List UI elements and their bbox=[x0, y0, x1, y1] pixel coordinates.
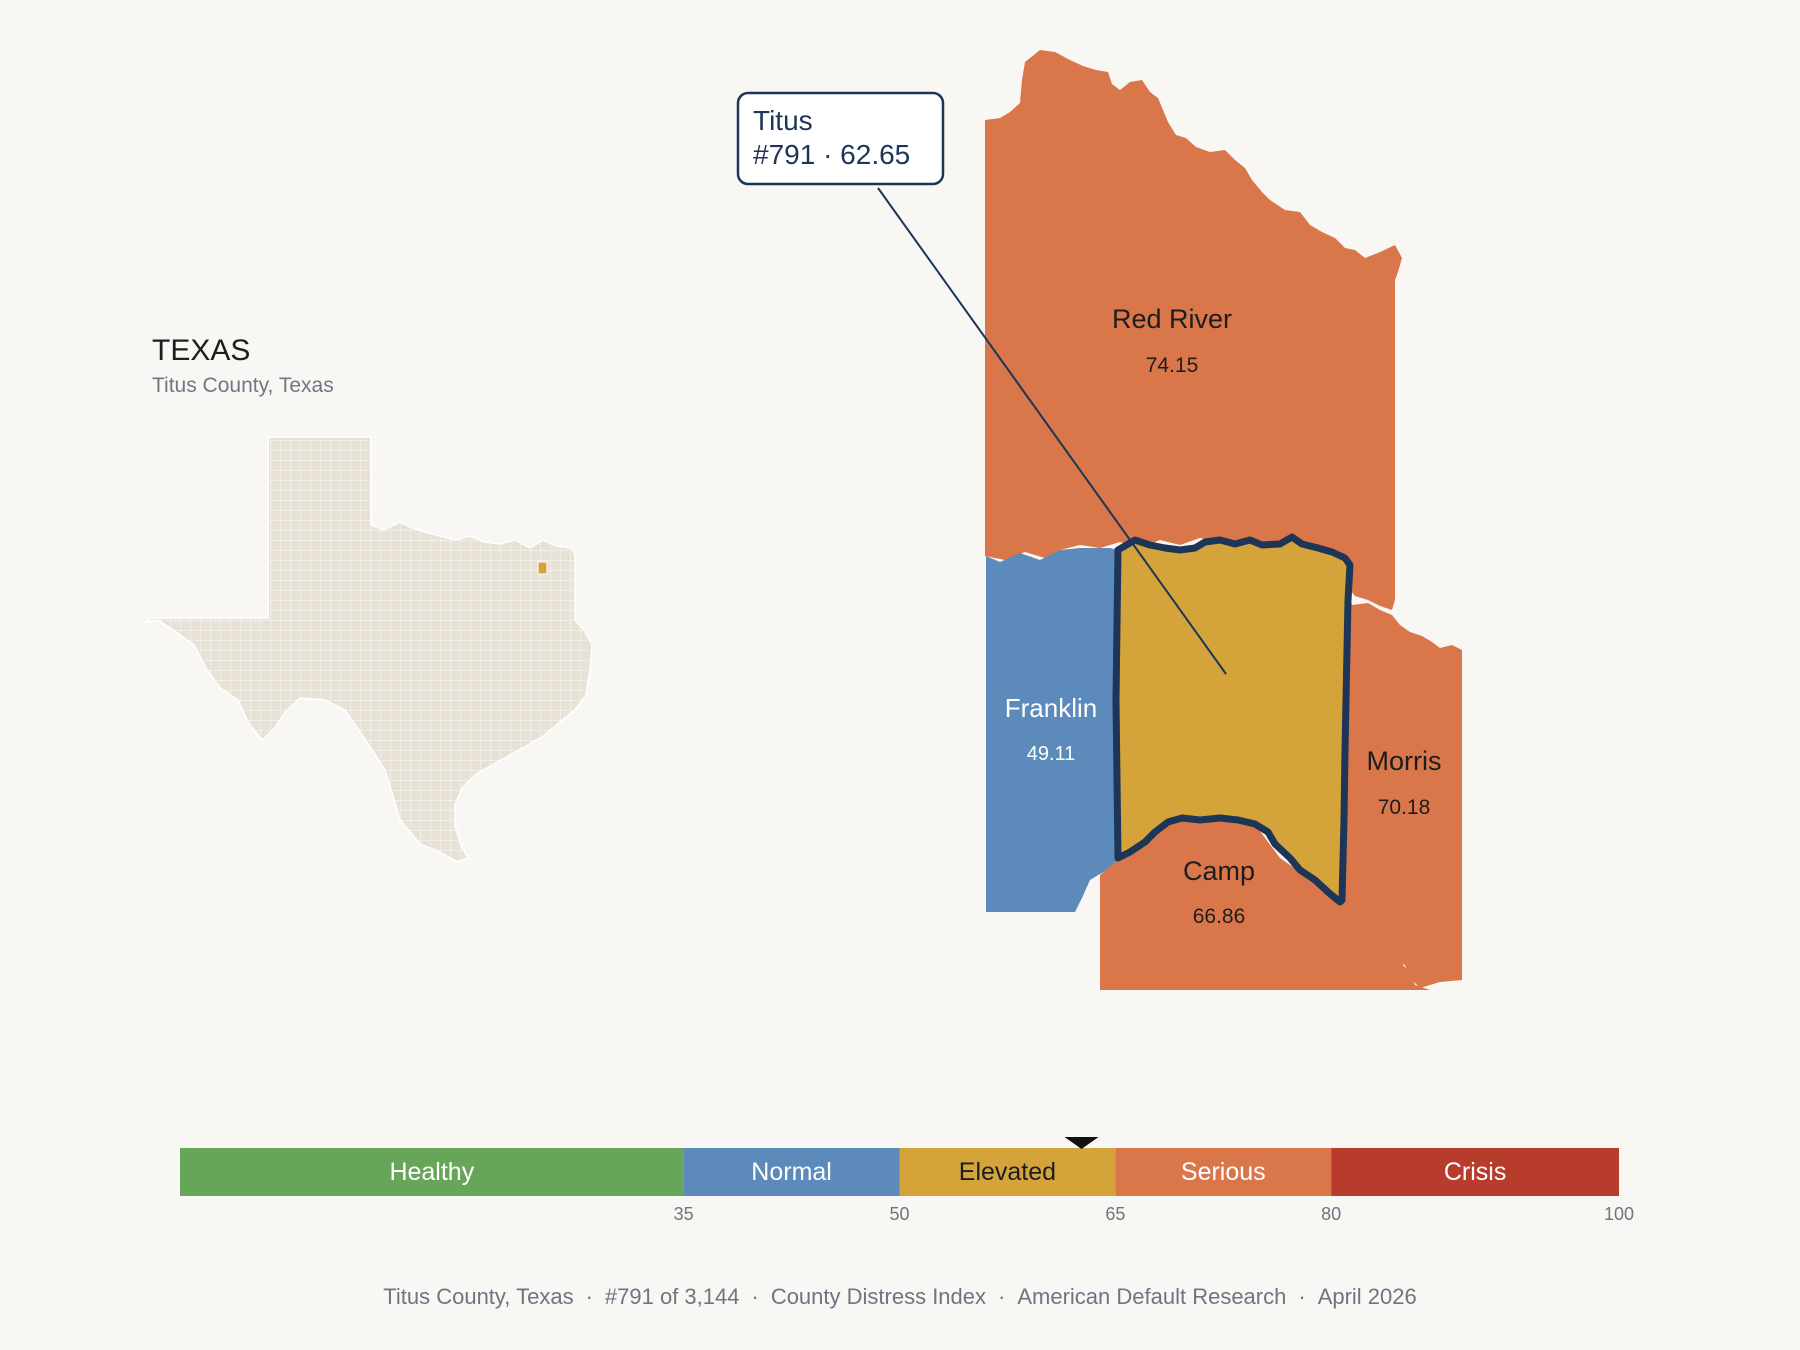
inset-state-title: TEXAS bbox=[152, 334, 250, 367]
legend-tick: 35 bbox=[674, 1204, 694, 1224]
county-morris[interactable] bbox=[1340, 575, 1462, 988]
footer-rank: #791 of 3,144 bbox=[604, 1284, 740, 1309]
county-franklin[interactable] bbox=[986, 548, 1118, 912]
callout-leader-line bbox=[877, 187, 1227, 675]
label-franklin-name: Franklin bbox=[1005, 693, 1097, 723]
legend-label-elevated: Elevated bbox=[959, 1158, 1056, 1186]
footer-index: County Distress Index bbox=[770, 1284, 987, 1309]
label-morris-name: Morris bbox=[1367, 746, 1442, 776]
inset-subtitle: Titus County, Texas bbox=[152, 374, 334, 397]
legend-label-serious: Serious bbox=[1181, 1158, 1266, 1186]
legend-band-crisis bbox=[1331, 1148, 1619, 1196]
legend-scale: Healthy Normal Elevated Serious Crisis 35 50 65… bbox=[180, 1137, 1634, 1224]
footer-county: Titus County, Texas bbox=[383, 1284, 574, 1309]
legend-tick: 65 bbox=[1105, 1204, 1125, 1224]
footer: Titus County, Texas · #791 of 3,144 · County… bbox=[383, 1284, 1417, 1309]
county-red-river[interactable] bbox=[985, 50, 1402, 610]
label-franklin-score: 49.11 bbox=[1027, 743, 1076, 765]
footer-date: April 2026 bbox=[1317, 1284, 1417, 1309]
legend-tick: 100 bbox=[1604, 1204, 1634, 1224]
texas-state-map bbox=[142, 436, 593, 863]
legend-label-crisis: Crisis bbox=[1444, 1158, 1507, 1186]
legend-band-healthy bbox=[180, 1148, 684, 1196]
county-camp[interactable] bbox=[1100, 816, 1430, 990]
label-camp-name: Camp bbox=[1183, 856, 1255, 886]
county-titus[interactable] bbox=[1112, 533, 1354, 906]
legend-band-elevated bbox=[899, 1148, 1116, 1196]
legend-band-normal bbox=[683, 1148, 900, 1196]
legend-label-healthy: Healthy bbox=[389, 1158, 474, 1186]
callout-rank-score: #791 · 62.65 bbox=[753, 139, 910, 170]
footer-org: American Default Research bbox=[1017, 1284, 1287, 1309]
callout-box bbox=[736, 91, 945, 186]
label-morris-score: 70.18 bbox=[1378, 796, 1431, 819]
titus-inset-marker bbox=[537, 561, 548, 575]
legend-value-marker bbox=[1064, 1137, 1099, 1149]
callout-county-name: Titus bbox=[753, 105, 813, 136]
legend-tick: 80 bbox=[1321, 1204, 1341, 1224]
label-red-river-name: Red River bbox=[1112, 304, 1232, 334]
label-camp-score: 66.86 bbox=[1193, 905, 1246, 928]
legend-band-serious bbox=[1115, 1148, 1332, 1196]
label-red-river-score: 74.15 bbox=[1146, 354, 1199, 377]
legend-label-normal: Normal bbox=[751, 1158, 832, 1186]
legend-tick: 50 bbox=[889, 1204, 909, 1224]
